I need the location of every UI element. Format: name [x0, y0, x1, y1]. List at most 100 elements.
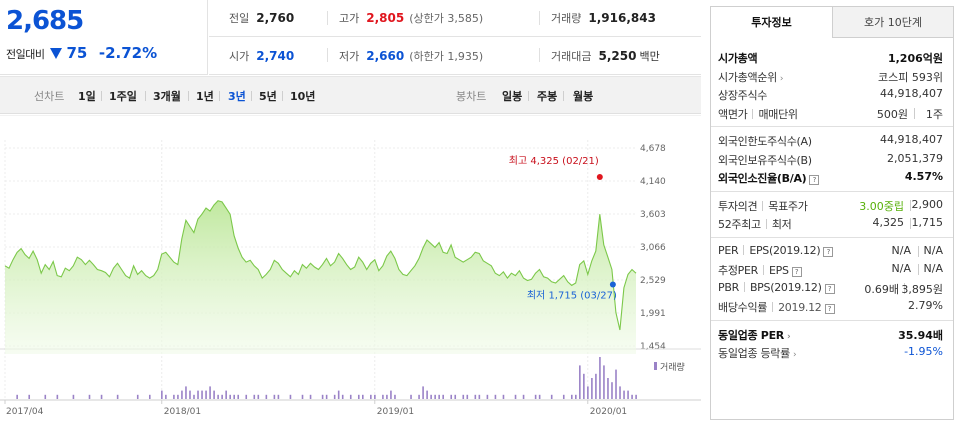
row-sector-per[interactable]: 동일업종 PER › 35.94배: [711, 325, 953, 344]
volume-bar: [273, 394, 276, 399]
change-amount: 75: [66, 44, 88, 62]
range-1y[interactable]: 1년: [196, 90, 214, 103]
help-icon[interactable]: ?: [824, 304, 835, 314]
volume-bar: [603, 365, 605, 399]
tab-investment-info[interactable]: 투자정보: [711, 7, 832, 38]
dividend-label: 배당수익률: [718, 301, 768, 314]
volume-bar: [181, 390, 183, 399]
volume-bar: [374, 394, 376, 399]
help-icon[interactable]: ?: [791, 267, 802, 277]
lower-limit: (하한가 1,935): [409, 49, 484, 63]
trade-amount-unit: 백만: [639, 49, 660, 63]
row-par-unit: 액면가 매매단위 500원 1주: [711, 104, 953, 123]
summary-row-1: 전일 2,760 고가 2,805 (상한가 3,585) 거래량 1,916,…: [209, 0, 701, 37]
tab-orderbook[interactable]: 호가 10단계: [832, 7, 953, 38]
low-price-label: 저가: [339, 49, 360, 63]
volume-value: 1,916,843: [588, 11, 656, 25]
high-price-label: 고가: [339, 12, 360, 25]
price-chart[interactable]: 4,678 4,140 3,603 3,066 2,529 1,991 1,454 최고 4…: [0, 115, 701, 424]
volume-bar: [454, 394, 457, 399]
candle-daily[interactable]: 일봉: [502, 90, 523, 103]
volume-bar: [245, 394, 248, 399]
section-sector: 동일업종 PER › 35.94배 동일업종 등락률 › -1.95%: [711, 321, 953, 366]
volume-bar: [161, 390, 163, 399]
volume-bar: [382, 394, 384, 399]
range-3y[interactable]: 3년: [228, 90, 246, 103]
row-foreign-limit: 외국인한도주식수(A) 44,918,407: [711, 131, 953, 150]
per-value: N/A: [891, 243, 911, 257]
volume-bar: [430, 394, 432, 399]
est-eps-label: EPS: [768, 264, 789, 277]
volume-bar: [229, 394, 231, 399]
volume-bar: [619, 386, 621, 399]
unit-value: 1주: [925, 107, 943, 121]
target-value: 2,900: [911, 197, 944, 211]
trade-amount: 거래대금 5,250 백만: [551, 37, 660, 74]
sector-per-label: 동일업종 PER: [718, 328, 784, 342]
row-market-rank[interactable]: 시가총액순위 › 코스피 593위: [711, 67, 953, 86]
volume-bar: [213, 390, 215, 399]
trade-amount-label: 거래대금: [551, 49, 592, 63]
row-52week: 52주최고 최저 4,325 1,715: [711, 214, 953, 233]
help-icon[interactable]: ?: [823, 246, 834, 257]
x-tick-label: 2019/01: [377, 407, 414, 417]
section-opinion: 투자의견 목표주가 3.00중립 2,900 52주최고 최저 4,325 1,71…: [711, 192, 953, 238]
dividend-date: 2019.12: [778, 301, 822, 314]
x-tick-label: 2020/01: [590, 407, 627, 417]
volume-bar: [394, 394, 396, 399]
range-3m[interactable]: 3개월: [153, 90, 181, 103]
par-label: 액면가: [718, 107, 748, 121]
y-tick-label: 2,529: [640, 276, 666, 286]
range-1d[interactable]: 1일: [78, 90, 96, 103]
volume-bar: [193, 394, 195, 399]
change-label: 전일대비: [6, 48, 45, 61]
target-label: 목표주가: [768, 199, 808, 213]
per-label: PER: [718, 243, 739, 257]
volume-bar: [595, 373, 597, 399]
bps-value: 3,895원: [901, 282, 943, 296]
range-1w[interactable]: 1주일: [109, 90, 137, 103]
volume-bar: [422, 386, 424, 399]
candle-weekly[interactable]: 주봉: [537, 90, 558, 103]
volume-bar: [462, 394, 465, 399]
open-price-value: 2,740: [256, 48, 295, 63]
volume-bar: [587, 386, 589, 399]
y-tick-label: 3,603: [640, 210, 666, 220]
volume-bar: [502, 394, 505, 399]
market-cap-value: 1,206억원: [887, 52, 943, 65]
price-change-row: 전일대비 75 -2.72%: [6, 44, 157, 62]
volume-bar: [591, 378, 593, 399]
volume-bar: [221, 394, 223, 399]
volume-bar: [189, 390, 191, 399]
opinion-label: 투자의견: [718, 199, 758, 213]
x-tick-label: 2018/01: [164, 407, 201, 417]
pbr-value: 0.69배: [864, 282, 899, 296]
volume-bar: [205, 390, 207, 399]
bps-label: BPS(2019.12): [749, 280, 822, 294]
high-price: 고가 2,805 (상한가 3,585): [339, 0, 483, 36]
range-5y[interactable]: 5년: [259, 90, 277, 103]
par-value: 500원: [876, 107, 908, 121]
range-10y[interactable]: 10년: [290, 90, 316, 103]
help-icon[interactable]: ?: [824, 283, 835, 294]
high-price-value: 2,805: [366, 11, 405, 25]
volume-bar: [362, 394, 364, 399]
volume-bar: [165, 394, 167, 399]
volume-bar: [277, 394, 280, 399]
open-price: 시가 2,740: [229, 37, 294, 74]
volume-bar: [325, 394, 328, 399]
low52-value: 1,715: [911, 216, 944, 229]
y-tick-label: 1,454: [640, 342, 666, 352]
volume-bar: [550, 394, 553, 399]
candle-monthly[interactable]: 월봉: [573, 90, 594, 103]
investment-info-panel: 투자정보 호가 10단계 시가총액 1,206억원 시가총액순위 › 코스피 59…: [710, 6, 954, 420]
change-percent: -2.72%: [98, 44, 158, 62]
volume-bar: [390, 390, 392, 399]
eps-value: N/A: [923, 243, 943, 257]
foreign-limit-value: 44,918,407: [880, 133, 943, 146]
shares-label: 상장주식수: [718, 89, 768, 102]
row-sector-rate[interactable]: 동일업종 등락률 › -1.95%: [711, 343, 953, 362]
help-icon[interactable]: ?: [809, 175, 820, 185]
volume-bar: [583, 373, 585, 399]
price-chart-svg: 4,678 4,140 3,603 3,066 2,529 1,991 1,454 최고 4…: [0, 115, 701, 417]
